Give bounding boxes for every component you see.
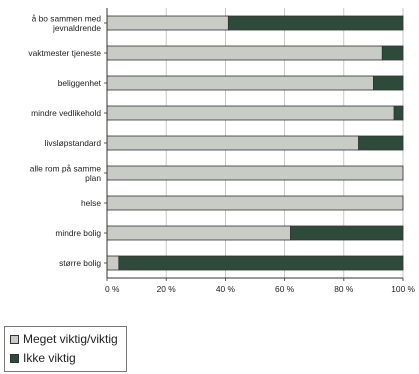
- x-tick-label: 40 %: [216, 284, 236, 294]
- legend-swatch-ikke-viktig: [10, 354, 19, 363]
- category-label: mindre bolig: [55, 228, 101, 238]
- x-tick-label: 0 %: [105, 284, 120, 294]
- bar-segment-ikke-viktig: [227, 15, 404, 31]
- x-tick-labels: 0 % 20 % 40 % 60 % 80 % 100 %: [105, 284, 416, 294]
- legend-label-ikke-viktig: Ikke viktig: [23, 351, 76, 365]
- legend: Meget viktig/viktig Ikke viktig: [4, 326, 127, 372]
- category-label: å bo sammen med jevnaldrende: [32, 13, 102, 33]
- bar-segment-meget-viktig: [106, 75, 374, 91]
- legend-item-ikke-viktig: Ikke viktig: [10, 349, 118, 368]
- x-tick-label: 60 %: [275, 284, 295, 294]
- bar-segment-meget-viktig: [106, 255, 120, 271]
- legend-label-meget-viktig: Meget viktig/viktig: [23, 332, 118, 346]
- category-label: vaktmester tjeneste: [28, 48, 101, 58]
- category-label: større bolig: [59, 258, 101, 268]
- bar-segment-meget-viktig: [106, 135, 360, 151]
- axes: [104, 8, 404, 281]
- bar-segment-ikke-viktig: [118, 255, 404, 271]
- bar-segment-ikke-viktig: [372, 75, 404, 91]
- bar-segment-meget-viktig: [106, 195, 404, 211]
- category-label: livsløpstandard: [45, 138, 102, 148]
- bar-segment-meget-viktig: [106, 15, 229, 31]
- bar-segment-meget-viktig: [106, 165, 404, 181]
- x-tick-label: 20 %: [157, 284, 177, 294]
- bar-segment-meget-viktig: [106, 225, 291, 241]
- x-tick-label: 80 %: [334, 284, 354, 294]
- bars: [106, 15, 404, 271]
- category-label: alle rom på samme plan: [30, 163, 102, 183]
- legend-item-meget-viktig: Meget viktig/viktig: [10, 330, 118, 349]
- bar-segment-meget-viktig: [106, 105, 395, 121]
- x-tick-label: 100 %: [391, 284, 415, 294]
- category-label: mindre vedlikehold: [31, 108, 101, 118]
- category-label: helse: [81, 198, 101, 208]
- bar-segment-ikke-viktig: [290, 225, 404, 241]
- bar-segment-meget-viktig: [106, 45, 383, 61]
- legend-swatch-meget-viktig: [10, 335, 19, 344]
- bar-segment-ikke-viktig: [381, 45, 404, 61]
- bar-segment-ikke-viktig: [358, 135, 404, 151]
- category-labels: å bo sammen med jevnaldrende vaktmester tj…: [28, 13, 101, 268]
- category-label: beliggenhet: [58, 78, 102, 88]
- bar-segment-ikke-viktig: [393, 105, 404, 121]
